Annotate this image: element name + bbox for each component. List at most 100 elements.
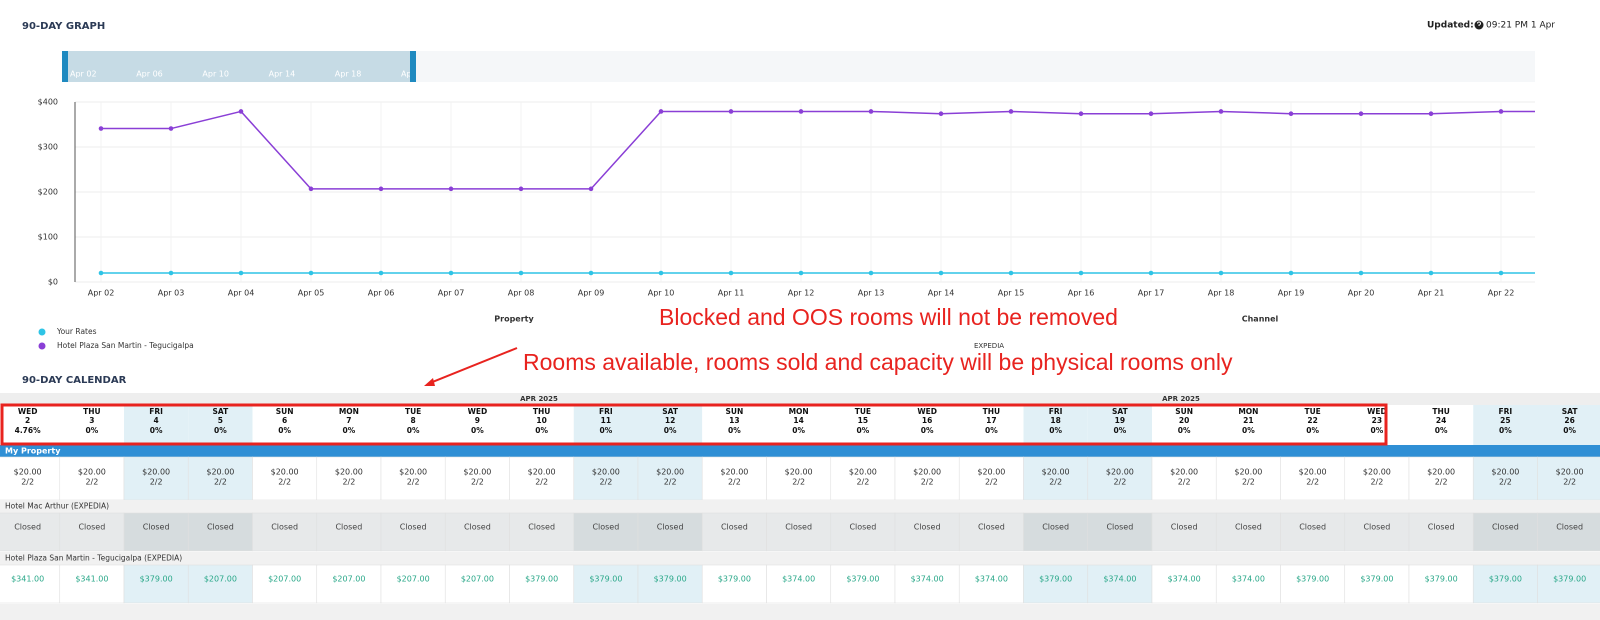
status: Closed xyxy=(271,523,298,532)
day-number: 10 xyxy=(536,416,546,425)
competitor-cell xyxy=(1408,564,1474,604)
status: Closed xyxy=(14,523,41,532)
rate-cell xyxy=(252,456,318,501)
competitor-cell xyxy=(637,564,703,604)
competitor-cell xyxy=(958,564,1024,604)
rooms: 2/2 xyxy=(1499,478,1512,487)
rate: $20.00 xyxy=(271,468,299,477)
rate: $20.00 xyxy=(1427,468,1455,477)
legend-marker xyxy=(38,342,46,350)
rate: $341.00 xyxy=(75,575,108,584)
navigator-handle[interactable] xyxy=(410,51,416,82)
navigator-label: Apr xyxy=(401,70,416,79)
occupancy: 0% xyxy=(1499,426,1512,435)
rooms: 2/2 xyxy=(278,478,291,487)
status: Closed xyxy=(978,523,1005,532)
day-header xyxy=(0,405,60,445)
next-row xyxy=(0,604,1600,620)
day-number: 15 xyxy=(858,416,868,425)
day-number: 6 xyxy=(282,416,287,425)
point xyxy=(238,109,244,114)
day-header xyxy=(1409,405,1474,445)
rate-cell xyxy=(444,456,510,501)
competitor-cell xyxy=(444,512,510,552)
month-label: APR 2025 xyxy=(520,395,558,403)
rate-cell xyxy=(1472,456,1538,501)
occupancy: 0% xyxy=(985,426,998,435)
day-of-week: SUN xyxy=(725,407,743,416)
competitor-cell xyxy=(316,564,382,604)
rate-cell xyxy=(1087,456,1153,501)
rate-cell xyxy=(1215,456,1281,501)
rate: $379.00 xyxy=(525,575,558,584)
competitor-cell xyxy=(1151,512,1217,552)
day-header xyxy=(1280,405,1345,445)
rooms: 2/2 xyxy=(407,478,420,487)
day-of-week: SAT xyxy=(1562,407,1579,416)
updated-value: 09:21 PM 1 Apr xyxy=(1486,21,1555,31)
competitor-cell xyxy=(509,512,575,552)
point xyxy=(1569,109,1574,114)
navigator-label: Apr 18 xyxy=(335,70,362,79)
day-number: 23 xyxy=(1372,416,1382,425)
day-number: 7 xyxy=(346,416,351,425)
series-line xyxy=(101,110,1535,190)
annotation: Rooms available, rooms sold and capacity… xyxy=(523,349,1233,375)
my-property-label: My Property xyxy=(5,447,61,456)
competitor-cell xyxy=(637,512,703,552)
day-header xyxy=(573,405,638,445)
day-of-week: FRI xyxy=(1499,407,1513,416)
day-number: 4 xyxy=(154,416,159,425)
status: Closed xyxy=(207,523,234,532)
competitor-cell xyxy=(1087,512,1153,552)
day-of-week: WED xyxy=(18,407,38,416)
point xyxy=(1218,270,1224,276)
x-tick-label: Apr 10 xyxy=(648,289,675,298)
rate: $207.00 xyxy=(268,575,301,584)
occupancy: 0% xyxy=(921,426,934,435)
rate: $20.00 xyxy=(78,468,106,477)
legend-label: Hotel Plaza San Martin - Tegucigalpa xyxy=(57,341,194,350)
rate: $20.00 xyxy=(1363,468,1391,477)
status: Closed xyxy=(657,523,684,532)
competitor-cell xyxy=(1280,564,1346,604)
rate: $20.00 xyxy=(720,468,748,477)
point xyxy=(1078,111,1084,116)
point xyxy=(868,109,874,114)
calendar-title: 90-DAY CALENDAR xyxy=(22,375,127,386)
point xyxy=(1498,270,1504,276)
competitor-cell xyxy=(1087,564,1153,604)
rate: $20.00 xyxy=(1234,468,1262,477)
navigator-handle[interactable] xyxy=(62,51,68,82)
point xyxy=(518,186,524,192)
competitor-cell xyxy=(1537,512,1600,552)
status: Closed xyxy=(1556,523,1583,532)
point xyxy=(98,270,104,276)
day-of-week: WED xyxy=(917,407,937,416)
point xyxy=(868,270,874,276)
status: Closed xyxy=(592,523,619,532)
rate: $20.00 xyxy=(1299,468,1327,477)
day-of-week: FRI xyxy=(599,407,613,416)
occupancy: 0% xyxy=(343,426,356,435)
day-number: 17 xyxy=(986,416,996,425)
rate: $20.00 xyxy=(206,468,234,477)
occupancy: 0% xyxy=(278,426,291,435)
day-number: 2 xyxy=(25,416,30,425)
x-tick-label: Apr 20 xyxy=(1348,289,1375,298)
rooms: 2/2 xyxy=(1370,478,1383,487)
day-of-week: SAT xyxy=(213,407,230,416)
rooms: 2/2 xyxy=(792,478,805,487)
day-number: 5 xyxy=(218,416,223,425)
day-number: 9 xyxy=(475,416,480,425)
day-header xyxy=(59,405,124,445)
x-tick-label: Apr 13 xyxy=(858,289,885,298)
navigator-window[interactable] xyxy=(62,51,416,82)
day-of-week: MON xyxy=(1238,407,1258,416)
rate-cell xyxy=(509,456,575,501)
competitor-cell xyxy=(1023,512,1089,552)
point xyxy=(728,109,734,114)
x-tick-label: Apr 04 xyxy=(228,289,255,298)
point xyxy=(1358,270,1364,276)
